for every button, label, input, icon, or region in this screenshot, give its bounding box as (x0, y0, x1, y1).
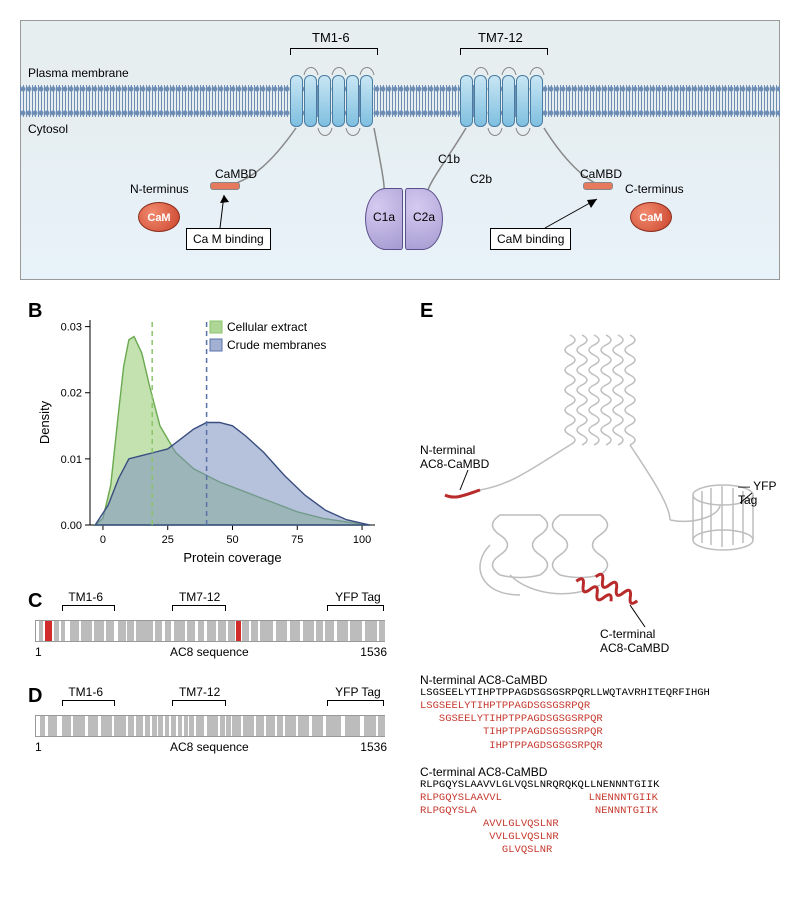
nterm-label: N-terminus (130, 182, 189, 196)
tm1-6-helices (290, 75, 373, 127)
nseq-black: LSGSEELYTIHPTPPAGDSGSGSRPQRLLWQTAVRHITEQ… (420, 687, 780, 700)
svg-text:0: 0 (100, 534, 106, 546)
cambd-c (583, 182, 613, 190)
cseq-black: RLPGQYSLAAVVLGLVQSLNRQRQKQLLNENNNTGIIK (420, 779, 780, 792)
c-cambd-ann: C-terminal AC8-CaMBD (600, 627, 669, 655)
svg-text:50: 50 (226, 534, 238, 546)
c2a-label: C2a (413, 210, 435, 224)
cseq-red-right: LNENNNTGIIK NENNNTGIIK (589, 792, 658, 858)
density-chart-svg: 0 25 50 75 100 0.00 0.01 0.02 0.03 Protein covera… (35, 305, 385, 570)
c2b-label: C2b (470, 172, 492, 186)
svg-text:Protein coverage: Protein coverage (183, 550, 281, 565)
figure: A Plasma membrane Cytosol TM1-6 TM7-12 (0, 0, 800, 914)
cambd-n (210, 182, 240, 190)
n-cambd-ann: N-terminal AC8-CaMBD (420, 443, 489, 471)
cterm-label: C-terminus (625, 182, 684, 196)
svg-text:75: 75 (291, 534, 303, 546)
svg-text:Density: Density (37, 400, 52, 444)
c1a-label: C1a (373, 210, 395, 224)
svg-text:100: 100 (353, 534, 371, 546)
svg-text:0.03: 0.03 (61, 322, 82, 334)
yfp-ann: — YFP Tag (738, 479, 780, 507)
c1b-label: C1b (438, 152, 460, 166)
cam-c: CaM (630, 202, 672, 232)
tm7-12-bracket (460, 48, 548, 54)
panel-a: Plasma membrane Cytosol TM1-6 TM7-12 (20, 20, 780, 280)
cseq-title: C-terminal AC8-CaMBD (420, 765, 780, 779)
protein-structure: N-terminal AC8-CaMBD C-terminal AC8-CaMB… (420, 305, 780, 665)
panel-c: TM1-6TM7-12YFP Tag11536AC8 sequence (35, 590, 395, 670)
cambd-c-label: CaMBD (580, 167, 622, 181)
yfp-ann-text: YFP Tag (738, 479, 776, 507)
svg-text:Crude membranes: Crude membranes (227, 338, 326, 352)
tm7-12-label: TM7-12 (478, 30, 523, 45)
plasma-membrane-label: Plasma membrane (28, 66, 129, 80)
structure-svg (420, 305, 780, 665)
seq-bar-c (35, 620, 385, 642)
tm7-12-helices (460, 75, 543, 127)
panel-d: TM1-6TM7-12YFP Tag11536AC8 sequence (35, 685, 395, 765)
cam-n-text: CaM (147, 212, 170, 224)
seq-bar-d (35, 715, 385, 737)
svg-text:0.01: 0.01 (61, 454, 82, 466)
nseq-red: LSGSEELYTIHPTPPAGDSGSGSRPQR SGSEELYTIHPT… (420, 700, 780, 753)
cam-binding-callout-c: CaM binding (490, 228, 571, 250)
membrane (20, 85, 780, 117)
cytosol-label: Cytosol (28, 122, 68, 136)
tm1-6-bracket (290, 48, 378, 54)
cambd-n-label: CaMBD (215, 167, 257, 181)
cam-c-text: CaM (639, 212, 662, 224)
tm1-6-label: TM1-6 (312, 30, 350, 45)
nseq-title: N-terminal AC8-CaMBD (420, 673, 780, 687)
panel-e: N-terminal AC8-CaMBD C-terminal AC8-CaMB… (420, 305, 780, 885)
cam-n: CaM (138, 202, 180, 232)
svg-text:Cellular extract: Cellular extract (227, 320, 308, 334)
svg-text:0.02: 0.02 (61, 388, 82, 400)
panel-b-chart: 0 25 50 75 100 0.00 0.01 0.02 0.03 Protein covera… (35, 305, 385, 570)
svg-text:25: 25 (162, 534, 174, 546)
cam-binding-callout-n: Ca M binding (186, 228, 271, 250)
svg-text:0.00: 0.00 (61, 520, 82, 532)
cseq-red-left: RLPGQYSLAAVVL RLPGQYSLA AVVLGLVQSLNR VVL… (420, 792, 559, 858)
